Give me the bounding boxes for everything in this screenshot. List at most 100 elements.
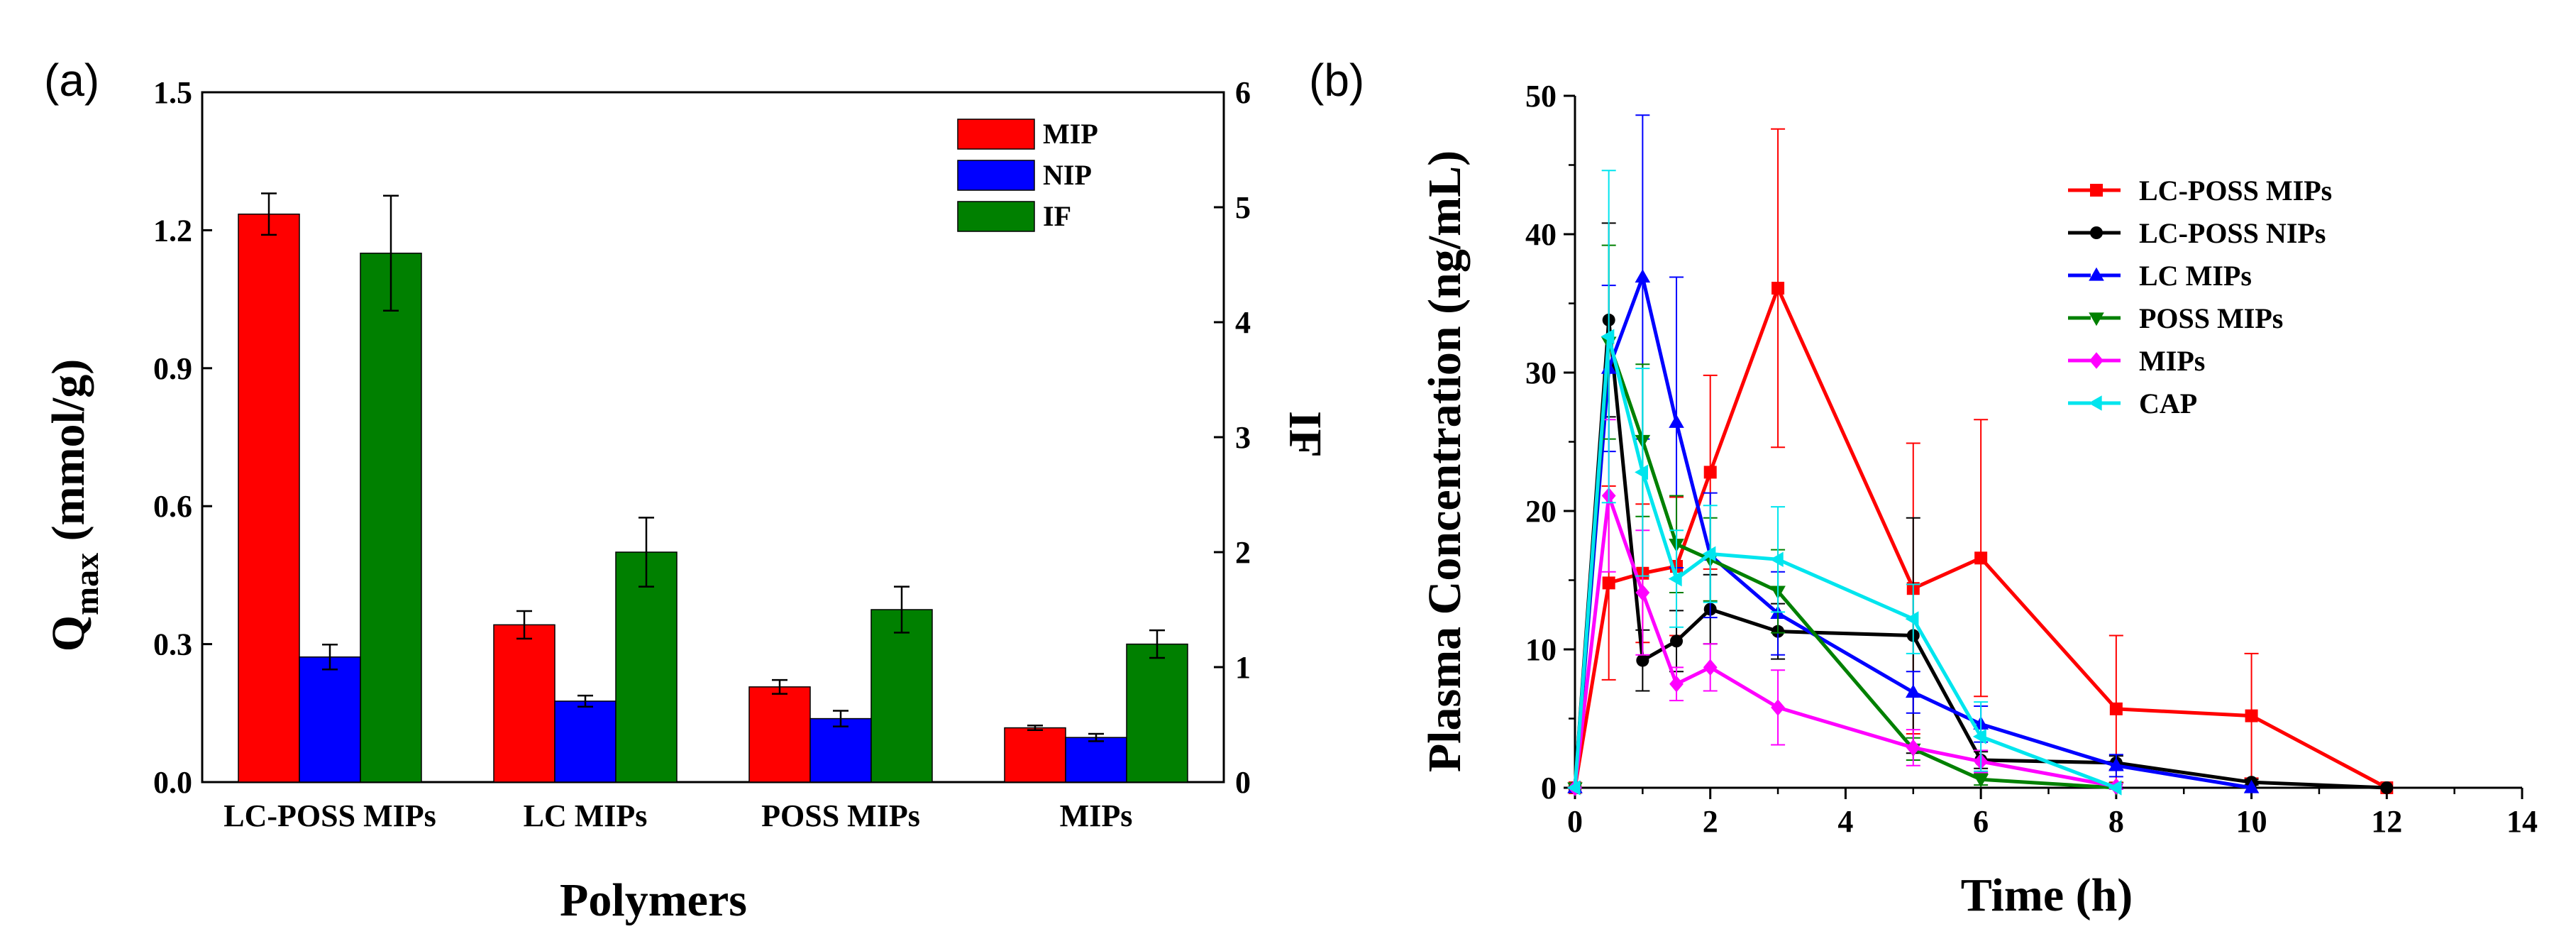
legend-label-nip: NIP [1043, 159, 1092, 191]
y-tick-label-right: 1 [1235, 650, 1251, 685]
panel-label-b: (b) [1309, 55, 1364, 106]
y-tick-label-left: 1.2 [153, 213, 192, 248]
point-cap [1635, 464, 1649, 480]
y-tick-label: 40 [1525, 217, 1557, 252]
x-tick-label: 0 [1567, 804, 1583, 839]
point-mips [1703, 659, 1718, 676]
point-lc-poss-mips [2109, 702, 2123, 715]
point-cap [1566, 780, 1581, 796]
point-cap [1601, 329, 1615, 345]
y-tick-label: 10 [1525, 632, 1557, 667]
chart-b: (b) Plasma Concentration (ng/mL) Time (h… [1309, 55, 2538, 921]
legend-label-lc-poss-nips: LC-POSS NIPs [2139, 217, 2326, 249]
x-tick-label: 4 [1837, 804, 1853, 839]
bar-mip [238, 213, 300, 783]
y-axis-label-main: Q [43, 615, 94, 652]
series-line-mips [1573, 494, 2117, 788]
legend-label-mip: MIP [1043, 118, 1098, 150]
legend-marker-poss-mips [2089, 312, 2104, 326]
point-cap [2108, 780, 2122, 796]
point-lc-poss-mips [1771, 282, 1785, 295]
y-axis-label-subscript: max [68, 553, 106, 615]
point-lc-mips [1635, 269, 1651, 283]
x-tick-label: 12 [2371, 804, 2402, 839]
y-axis-label-right: IF [1279, 411, 1331, 458]
bar-nip [1065, 737, 1127, 783]
point-lc-mips [2243, 779, 2260, 793]
bar-mip [1004, 727, 1066, 783]
legend-label-mips: MIPs [2139, 345, 2205, 377]
y-tick-label-right: 2 [1235, 535, 1251, 570]
point-lc-poss-nips [1636, 654, 1649, 667]
error-bar-if [383, 194, 399, 312]
legend-marker-lc-poss-nips [2090, 226, 2103, 239]
point-cap [1702, 546, 1716, 562]
bar-if [1126, 643, 1188, 783]
y-axis-label-left: Qmax (mmol/g) [43, 359, 106, 652]
legend-label-if: IF [1043, 200, 1071, 232]
y-tick-label-left: 0.6 [153, 489, 192, 524]
point-cap [1668, 571, 1682, 587]
error-bar-mip [261, 192, 277, 236]
x-axis-label: Polymers [560, 874, 747, 926]
chart-a: (a) Qmax (mmol/g) IF Polymers 0.0 0.3 0.6 0… [43, 55, 1331, 926]
y-tick-label-left: 0.9 [153, 351, 192, 386]
point-cap [1769, 551, 1784, 568]
y-tick-label: 50 [1525, 79, 1557, 114]
legend-marker-lc-mips [2089, 267, 2104, 281]
point-cap [1905, 611, 1919, 627]
error-bar-nip [1088, 732, 1104, 742]
point-lc-poss-mips [1703, 466, 1717, 479]
point-lc-poss-mips [1602, 576, 1615, 590]
y-tick-label-right: 6 [1235, 75, 1251, 110]
series-line-cap [1573, 334, 2117, 790]
point-cap [1972, 729, 1986, 744]
error-bar-nip [322, 643, 338, 671]
legend-swatch-if [957, 201, 1035, 232]
error-bar-nip [577, 694, 593, 708]
legend-marker-lc-poss-mips [2090, 184, 2103, 197]
bar-if [870, 609, 933, 783]
point-lc-poss-mips [2245, 709, 2258, 722]
y-tick-label-left: 1.5 [153, 75, 192, 110]
y-tick-label-right: 0 [1235, 765, 1251, 800]
panel-label-a: (a) [44, 55, 99, 106]
bar-mip [493, 624, 555, 783]
x-tick-label: LC-POSS MIPs [223, 798, 436, 833]
x-tick-label: POSS MIPs [761, 798, 920, 833]
x-tick-label: 14 [2506, 804, 2538, 839]
point-lc-poss-nips [1670, 634, 1684, 648]
legend-swatch-mip [957, 119, 1035, 150]
point-poss-mips [1973, 774, 1989, 788]
legend: MIP NIP IF [957, 118, 1098, 232]
x-axis-label: Time (h) [1961, 869, 2133, 921]
y-tick-label: 20 [1525, 494, 1557, 529]
error-bar-if [1149, 629, 1165, 659]
legend-label-cap: CAP [2139, 387, 2197, 419]
series-mips [1568, 419, 2123, 796]
legend-marker-mips [2089, 352, 2104, 369]
point-lc-poss-mips [1974, 551, 1988, 565]
y-axis-label-unit: (mmol/g) [43, 359, 94, 553]
x-tick-label: LC MIPs [524, 798, 648, 833]
bar-if [615, 551, 678, 783]
point-mips [1635, 584, 1650, 601]
legend-label-poss-mips: POSS MIPs [2139, 302, 2283, 334]
bar-nip [299, 656, 361, 783]
x-tick-label: 2 [1703, 804, 1718, 839]
y-tick-label-right: 3 [1235, 420, 1251, 455]
y-tick-label-left: 0.0 [153, 765, 192, 800]
legend-label-lc-mips: LC MIPs [2139, 260, 2252, 292]
error-bar-if [639, 517, 654, 588]
series-line-lc-mips [1573, 275, 2252, 790]
error-bar-mip [516, 610, 532, 640]
point-mips [1669, 676, 1684, 693]
series-poss-mips [1567, 244, 2124, 796]
x-tick-label: 10 [2236, 804, 2267, 839]
point-lc-mips [1669, 414, 1684, 428]
point-lc-poss-nips [2380, 781, 2394, 794]
y-tick-label: 30 [1525, 356, 1557, 390]
error-bar-nip [833, 710, 848, 727]
error-bar-mip [772, 678, 787, 695]
